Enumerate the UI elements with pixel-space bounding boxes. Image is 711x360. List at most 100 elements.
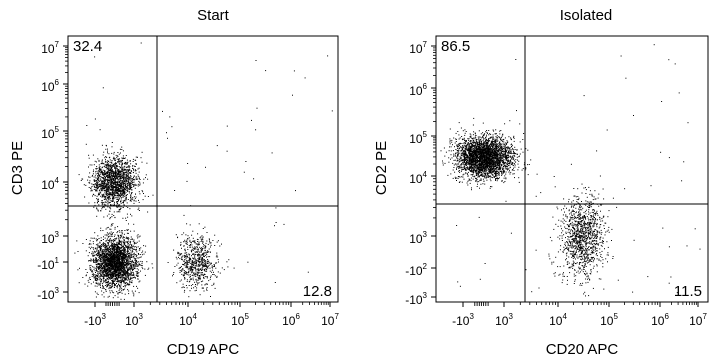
event-dot [120,277,121,279]
event-dot [126,194,128,195]
event-dot [101,290,103,292]
event-dot [113,246,115,248]
event-dot [117,257,119,259]
event-dot [226,125,228,127]
event-dot [110,170,112,172]
event-dot [193,253,195,255]
event-dot [111,280,113,282]
event-dot [121,149,123,150]
event-dot [89,265,91,267]
event-dot [98,254,100,255]
y-tick-label-base: 10 [41,127,55,141]
event-dot [109,259,111,261]
event-dot [128,255,130,257]
event-dot [102,187,104,189]
event-dot [116,253,118,255]
event-dot [138,272,140,274]
event-dot [111,277,113,278]
event-dot [81,178,83,180]
event-dot [204,247,206,248]
event-dot [108,175,110,177]
event-dot [131,282,133,284]
event-dot [127,252,129,254]
event-dot [118,261,120,263]
event-dot [115,244,117,246]
event-dot [108,277,110,279]
event-dot [115,154,117,156]
event-dot [105,187,106,189]
event-dot [117,176,119,178]
event-dot [202,240,204,242]
event-dot [186,256,187,258]
event-dot [195,266,196,268]
event-dot [127,180,129,182]
event-dot [119,291,121,293]
event-dot [114,279,116,281]
event-dot [125,278,127,280]
event-dot [103,236,104,238]
event-dot [207,265,209,267]
event-dot [115,261,117,263]
event-dot [119,170,121,172]
event-dot [110,188,112,190]
event-dot [118,193,120,195]
event-dot [98,192,100,194]
event-dot [101,174,103,175]
event-dot [128,244,130,246]
event-dot [127,260,128,262]
event-dot [105,282,107,283]
event-dot [133,169,134,171]
event-dot [127,279,129,281]
event-dot [198,272,200,274]
event-dot [106,189,108,191]
event-dot [108,182,110,184]
event-dot [113,245,115,247]
event-dot [116,258,118,260]
event-dot [122,268,124,270]
event-dot [122,193,124,195]
event-dot [113,235,115,237]
event-dot [112,280,114,282]
event-dot [130,273,132,274]
event-dot [103,281,105,283]
event-dot [127,229,129,231]
event-dot [130,265,132,267]
event-dot [106,189,108,190]
event-dot [199,246,201,248]
event-dot [201,267,203,269]
event-dot [90,258,92,260]
event-dot [119,237,121,239]
event-dot [192,279,194,281]
event-dot [207,283,208,285]
event-dot [120,194,122,196]
event-dot [82,277,84,278]
event-dot [125,186,126,188]
event-dot [119,185,121,187]
event-dot [118,160,120,162]
event-dot [128,246,130,248]
event-dot [94,202,96,204]
event-dot [138,178,140,180]
event-dot [98,164,100,166]
event-dot [99,169,101,171]
event-dot [111,283,113,285]
event-dot [126,260,128,261]
event-dot [112,223,114,225]
event-dot [101,270,103,272]
event-dot [117,281,119,283]
event-dot [180,241,182,243]
event-dot [293,70,295,72]
event-dot [123,279,125,281]
event-dot [195,268,197,270]
event-dot [103,278,105,280]
event-dot [113,292,115,294]
event-dot [123,238,125,240]
event-dot [112,248,114,250]
event-dot [111,184,112,186]
event-dot [112,297,114,299]
event-dot [107,189,109,191]
event-dot [108,273,110,275]
event-dot [215,256,217,258]
event-dot [193,272,195,274]
event-dot [102,265,104,266]
